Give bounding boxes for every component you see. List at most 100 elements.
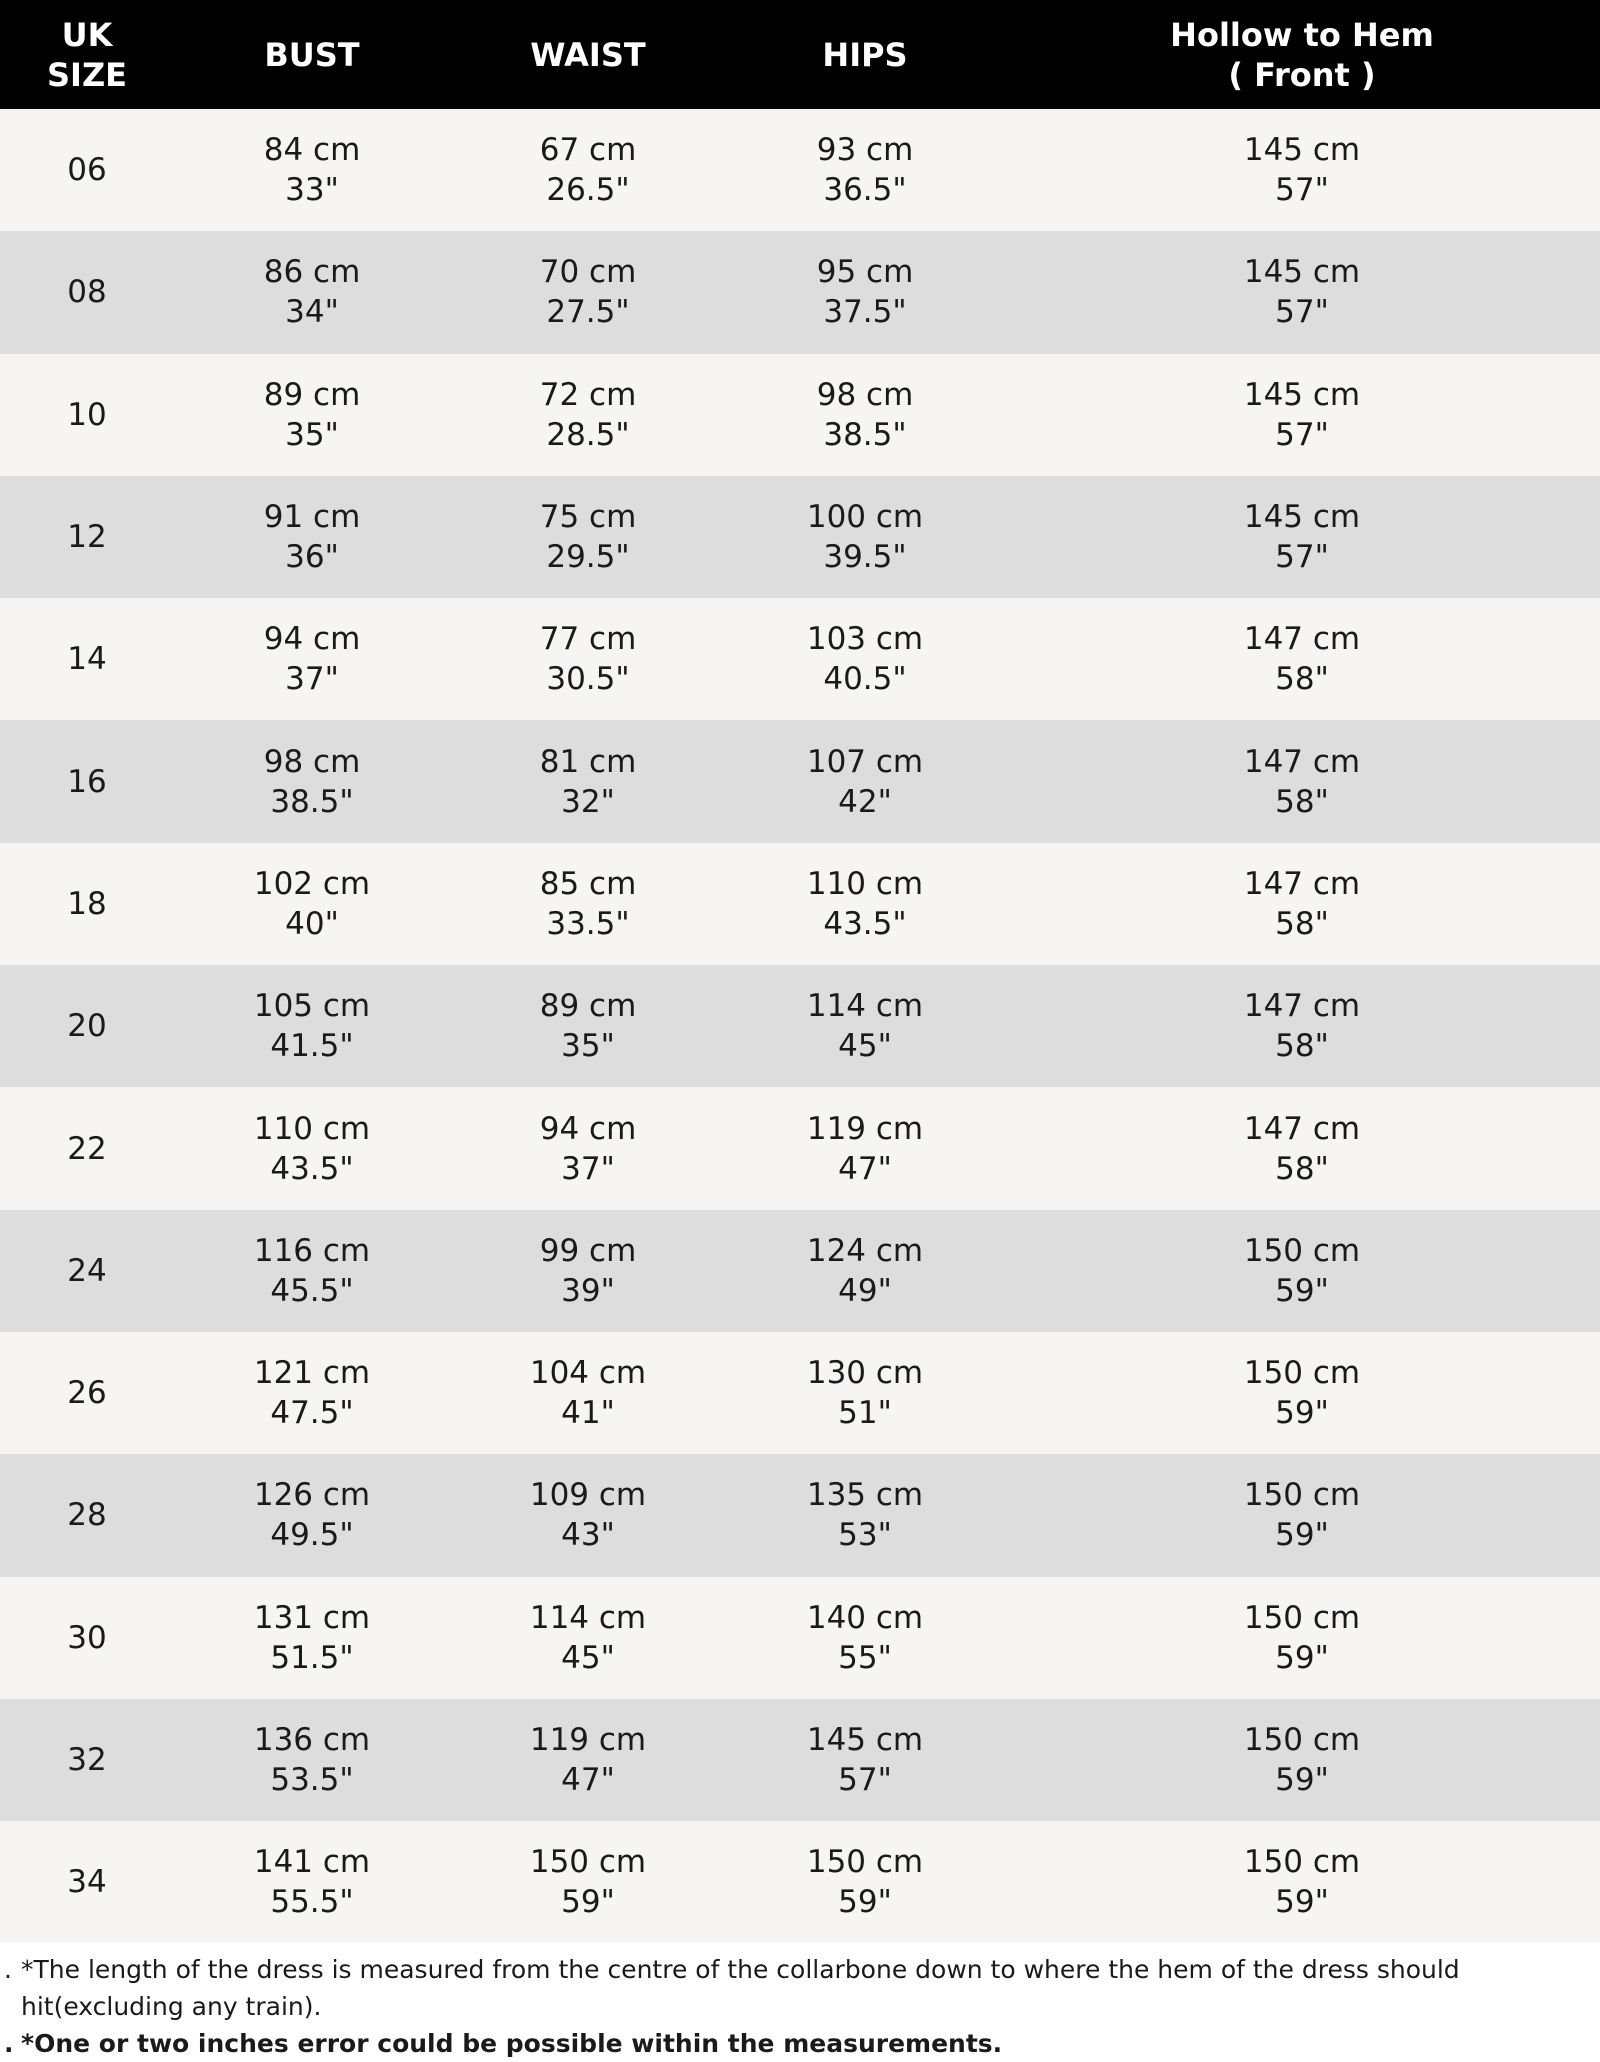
size-value: 28 [67,1497,107,1534]
cell-hollow-to-hem: 150 cm 59" [1004,1332,1600,1454]
size-value: 30 [67,1619,107,1656]
cell-hips: 95 cm 37.5" [726,231,1004,353]
cm-value: 91 cm [263,499,361,536]
note-text: *The length of the dress is measured fro… [21,1955,1460,2022]
cell-hollow-to-hem: 150 cm 59" [1004,1210,1600,1332]
cell-hollow-to-hem: 150 cm 59" [1004,1577,1600,1699]
size-value: 12 [67,519,107,556]
cell-hips: 135 cm 53" [726,1454,1004,1576]
cm-value: 145 cm [1243,132,1361,169]
size-value: 10 [67,396,107,433]
cm-value: 147 cm [1243,988,1361,1025]
table-body: 06 84 cm 33" 67 cm 26.5" 93 cm 36.5" 145 cm 57" 0… [0,109,1600,1944]
size-value: 22 [67,1130,107,1167]
inch-value: 39" [561,1272,615,1309]
cm-value: 119 cm [529,1722,647,1758]
cm-value: 109 cm [529,1477,647,1514]
cm-value: 104 cm [529,1355,647,1392]
inch-value: 57" [1275,294,1329,331]
header-uk-size: UK SIZE [0,0,174,109]
inch-value: 28.5" [546,416,630,453]
cm-value: 94 cm [539,1110,637,1147]
inch-value: 43.5" [270,1150,354,1187]
header-hollow-to-hem: Hollow to Hem( Front ) [1004,0,1600,109]
inch-value: 35" [561,1028,615,1065]
inch-value: 38.5" [270,783,354,820]
cm-value: 99 cm [539,1232,637,1269]
cell-bust: 126 cm 49.5" [174,1454,450,1576]
inch-value: 57" [1275,172,1329,209]
header-text: WAIST [530,35,646,74]
cell-hips: 145 cm 57" [726,1699,1004,1821]
cell-waist: 104 cm 41" [450,1332,726,1454]
inch-value: 33" [285,172,339,209]
cell-hollow-to-hem: 150 cm 59" [1004,1821,1600,1943]
cm-value: 70 cm [539,254,637,291]
cell-hollow-to-hem: 147 cm 58" [1004,965,1600,1087]
inch-value: 41.5" [270,1028,354,1065]
cm-value: 100 cm [806,499,924,536]
cm-value: 98 cm [263,743,361,780]
inch-value: 59" [1275,1272,1329,1309]
cm-value: 150 cm [1243,1355,1361,1392]
cell-hollow-to-hem: 147 cm 58" [1004,843,1600,965]
table-row: 12 91 cm 36" 75 cm 29.5" 100 cm 39.5" 145 cm 57" [0,475,1600,599]
cell-bust: 105 cm 41.5" [174,965,450,1087]
cell-uk-size: 18 [0,843,174,965]
notes: . *The length of the dress is measured f… [0,1943,1600,2062]
inch-value: 32" [561,783,615,820]
cm-value: 141 cm [253,1844,371,1881]
table-row: 20 105 cm 41.5" 89 cm 35" 114 cm 45" 147 cm 58" [0,965,1600,1088]
header-text: SIZE [46,55,127,94]
cell-bust: 98 cm 38.5" [174,720,450,842]
cm-value: 150 cm [1243,1722,1361,1758]
inch-value: 59" [561,1884,615,1921]
inch-value: 49" [838,1272,892,1309]
note-error: . *One or two inches error could be poss… [4,2025,1600,2062]
cell-uk-size: 34 [0,1821,174,1943]
inch-value: 59" [1275,1762,1329,1798]
cm-value: 150 cm [806,1844,924,1881]
inch-value: 47" [838,1150,892,1187]
cell-waist: 72 cm 28.5" [450,354,726,476]
inch-value: 49.5" [270,1517,354,1554]
inch-value: 38.5" [823,416,907,453]
inch-value: 55.5" [270,1884,354,1921]
cell-waist: 94 cm 37" [450,1087,726,1209]
cm-value: 114 cm [806,988,924,1025]
cell-uk-size: 16 [0,720,174,842]
cm-value: 150 cm [1243,1844,1361,1881]
cm-value: 94 cm [263,621,361,658]
cell-waist: 77 cm 30.5" [450,598,726,720]
cm-value: 95 cm [816,254,914,291]
cm-value: 124 cm [806,1232,924,1269]
size-value: 16 [67,763,107,800]
size-value: 26 [67,1375,107,1412]
cm-value: 85 cm [539,865,637,902]
cell-uk-size: 24 [0,1210,174,1332]
size-value: 06 [67,152,107,189]
header-text: Hollow to Hem [1170,15,1434,54]
cm-value: 89 cm [263,376,361,413]
inch-value: 36" [285,539,339,576]
cm-value: 75 cm [539,499,637,536]
cm-value: 145 cm [1243,254,1361,291]
size-value: 08 [67,274,107,311]
table-row: 22 110 cm 43.5" 94 cm 37" 119 cm 47" 147 cm 58" [0,1087,1600,1210]
inch-value: 45.5" [270,1272,354,1309]
cm-value: 119 cm [806,1110,924,1147]
cm-value: 110 cm [806,865,924,902]
header-waist: WAIST [450,0,726,109]
table-row: 16 98 cm 38.5" 81 cm 32" 107 cm 42" 147 cm 58" [0,720,1600,843]
cell-waist: 150 cm 59" [450,1821,726,1943]
cell-waist: 70 cm 27.5" [450,231,726,353]
inch-value: 26.5" [546,172,630,209]
inch-value: 57" [1275,416,1329,453]
cell-hips: 124 cm 49" [726,1210,1004,1332]
cm-value: 114 cm [529,1599,647,1636]
table-row: 34 141 cm 55.5" 150 cm 59" 150 cm 59" 150 cm 59" [0,1821,1600,1944]
cm-value: 130 cm [806,1355,924,1392]
cell-bust: 116 cm 45.5" [174,1210,450,1332]
inch-value: 59" [1275,1639,1329,1676]
inch-value: 43.5" [823,905,907,942]
